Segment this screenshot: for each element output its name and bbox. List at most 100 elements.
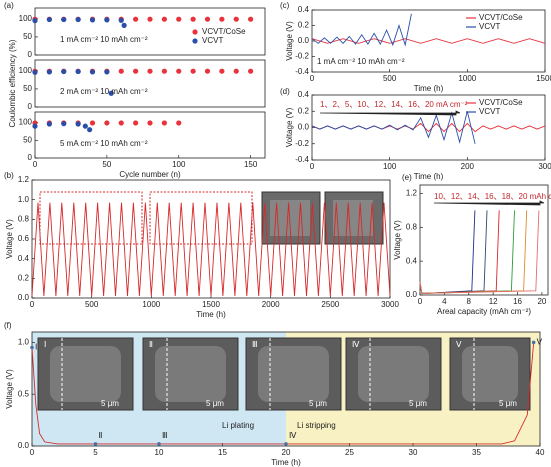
legend-label: VCVT bbox=[202, 36, 223, 45]
point bbox=[32, 18, 38, 24]
y-tick-label: 100 bbox=[19, 118, 33, 127]
point bbox=[104, 69, 110, 75]
y-tick-label: 100 bbox=[19, 14, 33, 23]
x-tick-label: 50 bbox=[102, 160, 111, 169]
x-tick-label: 12 bbox=[489, 297, 498, 306]
point bbox=[248, 68, 254, 74]
y-axis-label: Voltage (V) bbox=[393, 220, 402, 260]
y-tick-label: 50 bbox=[23, 32, 32, 41]
x-tick-label: 1000 bbox=[458, 74, 476, 83]
x-tick-label: 2000 bbox=[262, 300, 280, 309]
x-tick-label: 1000 bbox=[142, 300, 160, 309]
sem-texture bbox=[358, 346, 429, 402]
x-tick-label: 25 bbox=[345, 448, 354, 457]
point bbox=[147, 68, 153, 74]
point bbox=[133, 68, 139, 74]
y-tick-label: 1.2 bbox=[406, 189, 418, 198]
y-tick-label: 0.0 bbox=[298, 123, 310, 132]
panel-label: (f) bbox=[4, 321, 12, 330]
y-tick-label: -0.2 bbox=[295, 139, 309, 148]
point bbox=[118, 17, 124, 23]
sem-texture bbox=[333, 200, 373, 236]
point bbox=[147, 120, 153, 126]
point bbox=[32, 123, 38, 129]
y-tick-label: -0.4 bbox=[295, 67, 309, 76]
point bbox=[104, 17, 110, 23]
plot-frame bbox=[34, 111, 266, 159]
panel-label: (c) bbox=[280, 1, 290, 10]
y-tick-label: 0.2 bbox=[298, 106, 310, 115]
series-line bbox=[311, 13, 412, 47]
point bbox=[75, 121, 81, 127]
point bbox=[176, 16, 182, 22]
y-tick-label: 0.6 bbox=[18, 234, 30, 243]
x-tick-label: 0 bbox=[310, 74, 315, 83]
panel-label: (d) bbox=[280, 87, 290, 96]
scale-label: 5 μm bbox=[499, 399, 517, 408]
annotation: 5 mA cm⁻² 10 mAh cm⁻² bbox=[60, 139, 148, 148]
point bbox=[219, 16, 225, 22]
point bbox=[204, 68, 211, 74]
y-axis-label: Voltage (V) bbox=[285, 21, 294, 61]
legend-label: VCVT bbox=[479, 22, 500, 31]
annotation: 1 mA cm⁻² 10 mAh cm⁻² bbox=[60, 35, 148, 44]
sem-texture bbox=[155, 346, 226, 402]
plot-frame bbox=[34, 7, 266, 56]
point bbox=[176, 120, 182, 126]
y-tick-label: 50 bbox=[23, 135, 32, 144]
inset-plot bbox=[149, 191, 253, 245]
point bbox=[61, 16, 67, 23]
arrow bbox=[319, 110, 461, 116]
series-line bbox=[419, 210, 540, 294]
legend-swatch bbox=[192, 38, 198, 44]
x-tick-label: 4 bbox=[442, 297, 447, 306]
sem-texture bbox=[462, 346, 518, 402]
x-axis-label: Time (h) bbox=[414, 172, 444, 181]
point bbox=[161, 120, 167, 126]
x-tick-label: 200 bbox=[461, 162, 475, 171]
x-tick-label: 0 bbox=[33, 160, 38, 169]
point bbox=[121, 22, 127, 28]
annotation: 1、2、5、10、12、14、16、20 mA cm⁻² bbox=[320, 100, 468, 109]
y-axis-label: Voltage (V) bbox=[285, 107, 294, 147]
annotation: 2 mA cm⁻² 10 mAh cm⁻² bbox=[60, 87, 148, 96]
y-axis-label: Voltage (V) bbox=[5, 219, 14, 259]
y-tick-label: -0.4 bbox=[295, 155, 309, 164]
point bbox=[176, 68, 182, 74]
x-tick-label: 20 bbox=[282, 448, 291, 457]
panel-label: (a) bbox=[4, 1, 14, 10]
image-label: Ⅲ bbox=[252, 340, 258, 349]
marker-point bbox=[157, 442, 161, 446]
point bbox=[190, 68, 196, 74]
scale-label: 5 μm bbox=[309, 399, 327, 408]
point bbox=[161, 16, 167, 22]
y-tick-label: 0.2 bbox=[298, 21, 310, 30]
y-tick-label: 1.2 bbox=[18, 175, 30, 184]
point bbox=[190, 16, 196, 22]
scale-label: 5 μm bbox=[409, 399, 427, 408]
plot-frame bbox=[34, 59, 266, 108]
x-tick-label: 150 bbox=[244, 160, 258, 169]
point bbox=[233, 16, 239, 22]
y-tick-label: 0.0 bbox=[298, 36, 310, 45]
point bbox=[147, 16, 153, 22]
y-tick-label: 100 bbox=[19, 66, 33, 75]
x-tick-label: 16 bbox=[513, 297, 522, 306]
marker-label: Ⅰ bbox=[35, 343, 37, 352]
x-tick-label: 3000 bbox=[381, 300, 399, 309]
marker-point bbox=[531, 340, 536, 345]
point bbox=[32, 69, 38, 75]
x-tick-label: 35 bbox=[472, 448, 481, 457]
x-tick-label: 15 bbox=[218, 448, 227, 457]
x-tick-label: 100 bbox=[172, 160, 186, 169]
marker-point bbox=[93, 442, 98, 446]
x-tick-label: 1500 bbox=[202, 300, 220, 309]
scale-label: 5 μm bbox=[206, 399, 224, 408]
y-tick-label: 0.0 bbox=[18, 441, 30, 450]
point bbox=[204, 16, 211, 22]
x-tick-label: 500 bbox=[383, 74, 397, 83]
point bbox=[46, 16, 52, 23]
series-line bbox=[31, 202, 391, 297]
y-tick-label: 0.8 bbox=[406, 222, 418, 231]
